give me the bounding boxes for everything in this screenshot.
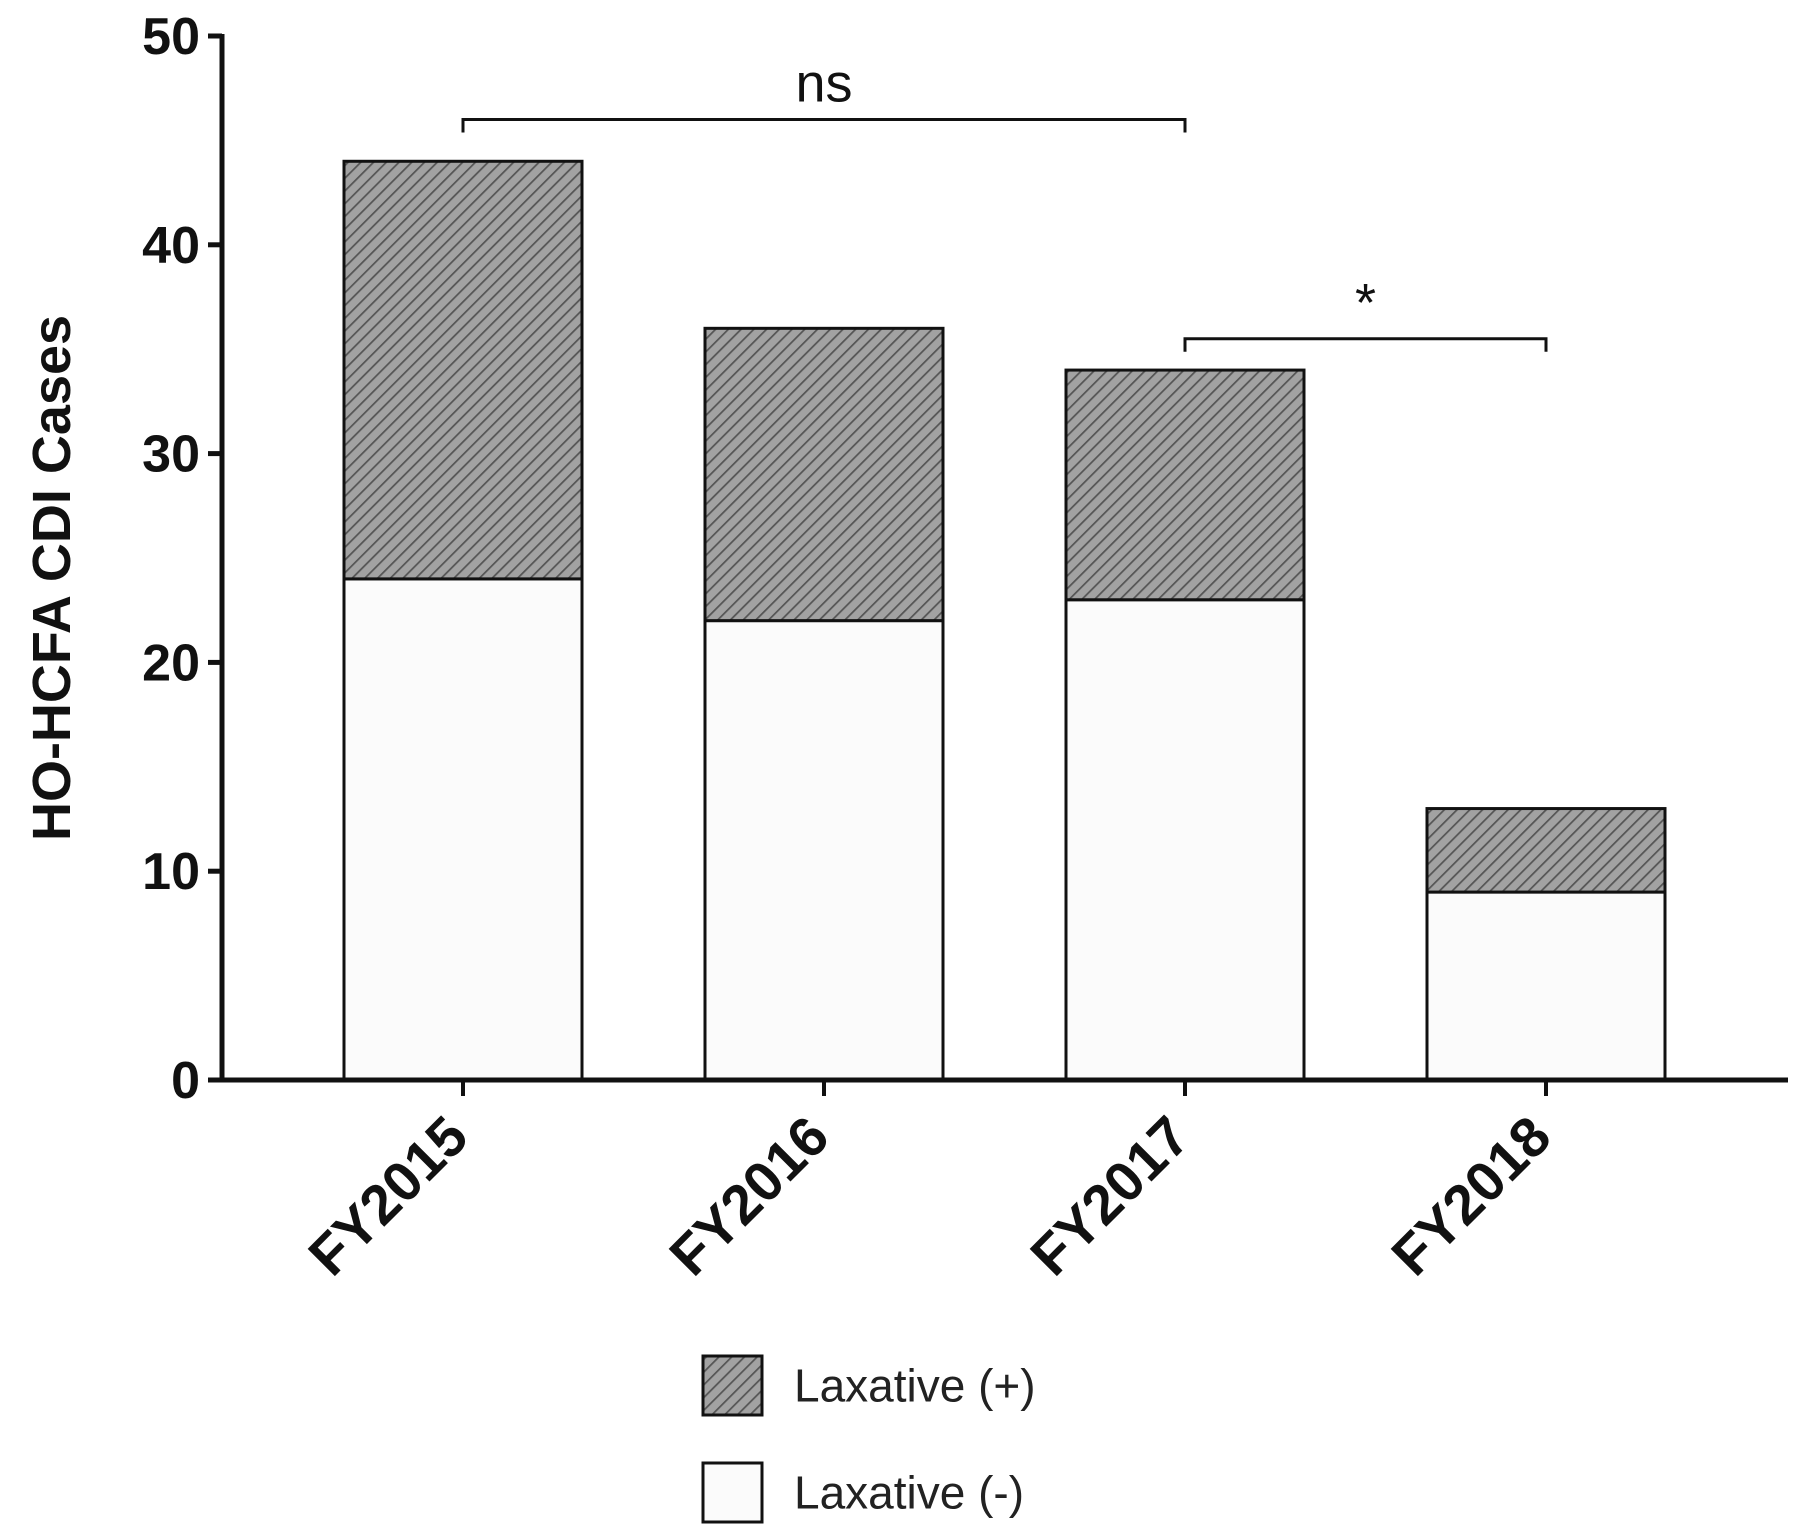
legend: Laxative (+) Laxative (-) [701,1354,1036,1524]
bar-fy2017-series-1 [1064,368,1306,602]
y-tick-label-40: 40 [142,217,200,275]
bar-fy2016-series-0 [703,619,945,1082]
bars-layer [342,159,1667,1082]
y-tick-label-0: 0 [171,1052,200,1110]
legend-label-0: Laxative (+) [794,1360,1036,1412]
y-tick-label-20: 20 [142,634,200,692]
significance-annotations: ns * [461,54,1548,352]
legend-swatch-0 [701,1354,764,1417]
bar-fy2016-series-1 [703,326,945,623]
significance-bracket-0 [461,118,1187,133]
legend-label-1: Laxative (-) [794,1467,1024,1519]
y-tick-label-10: 10 [142,843,200,901]
bar-fy2018-series-1 [1425,807,1667,894]
legend-swatch-1 [701,1461,764,1524]
significance-bracket-1 [1183,337,1548,352]
bar-fy2015-series-1 [342,159,584,581]
significance-label-1: * [1355,273,1376,333]
bar-fy2018-series-0 [1425,890,1667,1082]
x-tick-label-fy2016: FY2016 [657,1104,840,1287]
significance-label-0: ns [795,54,852,114]
bar-fy2017-series-0 [1064,598,1306,1082]
bar-fy2015-series-0 [342,577,584,1082]
y-axis-title: HO-HCFA CDI Cases [22,315,82,841]
y-tick-label-30: 30 [142,426,200,484]
y-tick-label-50: 50 [142,8,200,66]
x-tick-label-fy2015: FY2015 [296,1104,479,1287]
x-tick-label-fy2018: FY2018 [1379,1104,1562,1287]
x-tick-label-fy2017: FY2017 [1018,1104,1201,1287]
